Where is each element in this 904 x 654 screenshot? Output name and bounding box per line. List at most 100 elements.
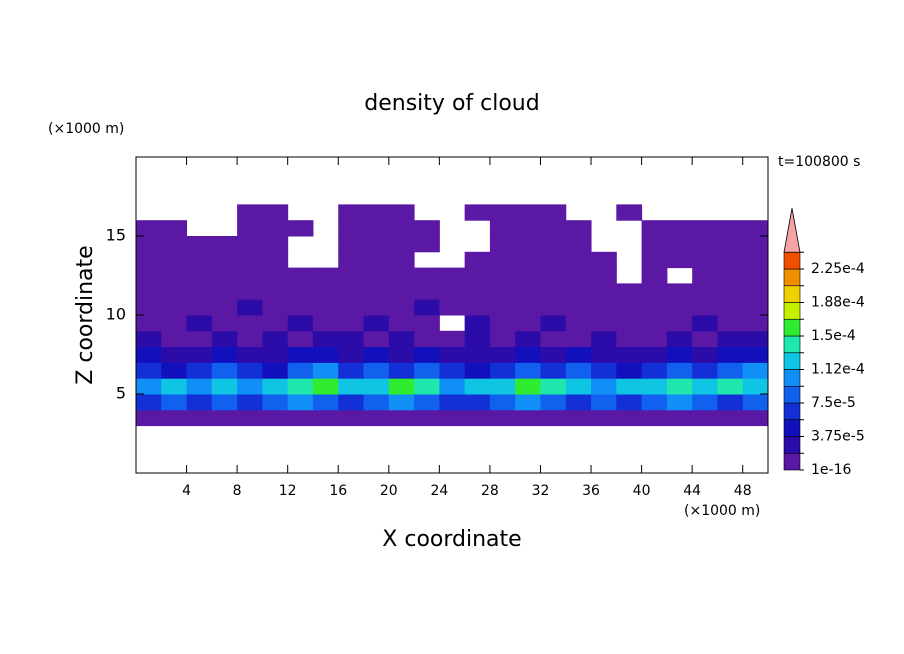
density-cell <box>540 283 567 300</box>
x-tick-label: 20 <box>380 483 398 499</box>
density-cell <box>692 394 718 411</box>
density-cell <box>262 236 289 253</box>
density-cell <box>161 267 188 284</box>
chart-title: density of cloud <box>364 91 539 116</box>
density-cell <box>464 330 491 348</box>
density-cell <box>515 346 541 363</box>
x-axis-label: X coordinate <box>382 527 521 552</box>
density-cell <box>136 299 162 316</box>
x-tick-label: 32 <box>532 483 550 499</box>
density-cell <box>262 394 289 411</box>
density-cell <box>464 283 491 300</box>
density-cell <box>338 283 365 300</box>
density-cell <box>717 220 744 237</box>
density-cell <box>439 330 466 348</box>
density-cell <box>414 315 440 332</box>
density-cell <box>540 204 567 221</box>
density-cell <box>742 315 769 332</box>
density-cell <box>363 362 390 379</box>
density-cell <box>287 362 314 379</box>
density-cell <box>136 362 162 379</box>
density-cell <box>338 346 365 363</box>
density-cell <box>692 236 718 253</box>
density-cell <box>363 378 390 395</box>
density-cell <box>363 220 390 237</box>
density-cell <box>414 299 440 316</box>
density-cell <box>312 330 339 348</box>
density-cell <box>515 283 541 300</box>
density-cell <box>692 409 718 427</box>
density-cell <box>161 362 188 379</box>
x-tick-label: 8 <box>233 483 242 499</box>
density-cell <box>211 362 238 379</box>
colorbar-label: 1.5e-4 <box>811 328 856 344</box>
density-cell <box>211 346 238 363</box>
density-cell <box>388 346 415 363</box>
density-cell <box>591 346 617 363</box>
colorbar-box <box>783 302 801 320</box>
density-cell <box>388 220 415 237</box>
density-cell <box>591 267 617 284</box>
density-cell <box>338 378 365 395</box>
density-cell <box>338 315 365 332</box>
density-cell <box>591 378 617 395</box>
density-cell <box>388 378 415 395</box>
colorbar-label: 2.25e-4 <box>811 261 865 277</box>
density-cell <box>666 299 693 316</box>
density-cell <box>565 378 592 395</box>
density-cell <box>540 251 567 269</box>
density-cell <box>211 267 238 284</box>
density-cell <box>439 299 466 316</box>
density-cell <box>161 409 188 427</box>
density-cell <box>540 315 567 332</box>
density-cell <box>262 220 289 237</box>
density-cell <box>540 330 567 348</box>
colorbar-box <box>783 285 801 303</box>
density-cell <box>742 220 769 237</box>
density-cell <box>464 346 491 363</box>
density-cell <box>515 378 541 395</box>
density-cell <box>489 394 516 411</box>
y-unit: (×1000 m) <box>48 121 124 137</box>
colorbar-box <box>783 385 801 404</box>
density-cell <box>161 236 188 253</box>
density-cell <box>388 299 415 316</box>
density-cell <box>591 394 617 411</box>
density-cell <box>742 283 769 300</box>
density-cell <box>237 394 263 411</box>
colorbar-label: 3.75e-5 <box>811 429 865 445</box>
density-cell <box>211 394 238 411</box>
density-cell <box>666 378 693 395</box>
density-cell <box>692 299 718 316</box>
density-cell <box>186 236 213 253</box>
density-cell <box>464 362 491 379</box>
density-cell <box>742 394 769 411</box>
y-tick-label: 15 <box>106 226 126 245</box>
density-cell <box>287 346 314 363</box>
density-cell <box>161 378 188 395</box>
density-cell <box>414 394 440 411</box>
density-cell <box>616 283 643 300</box>
density-cell <box>262 409 289 427</box>
density-cell <box>692 362 718 379</box>
density-cell <box>161 251 188 269</box>
density-cell <box>312 394 339 411</box>
density-cell <box>742 362 769 379</box>
density-cell <box>186 251 213 269</box>
density-cell <box>591 330 617 348</box>
density-cell <box>742 330 769 348</box>
density-cell <box>262 330 289 348</box>
density-cell <box>616 362 643 379</box>
density-cell <box>641 362 668 379</box>
density-cell <box>439 362 466 379</box>
density-cell <box>565 330 592 348</box>
density-cell <box>717 409 744 427</box>
density-cell <box>565 220 592 237</box>
density-cell <box>312 299 339 316</box>
y-tick-label: 5 <box>116 384 126 403</box>
density-cell <box>616 204 643 221</box>
density-cell <box>186 362 213 379</box>
density-cell <box>489 251 516 269</box>
density-cell <box>742 251 769 269</box>
